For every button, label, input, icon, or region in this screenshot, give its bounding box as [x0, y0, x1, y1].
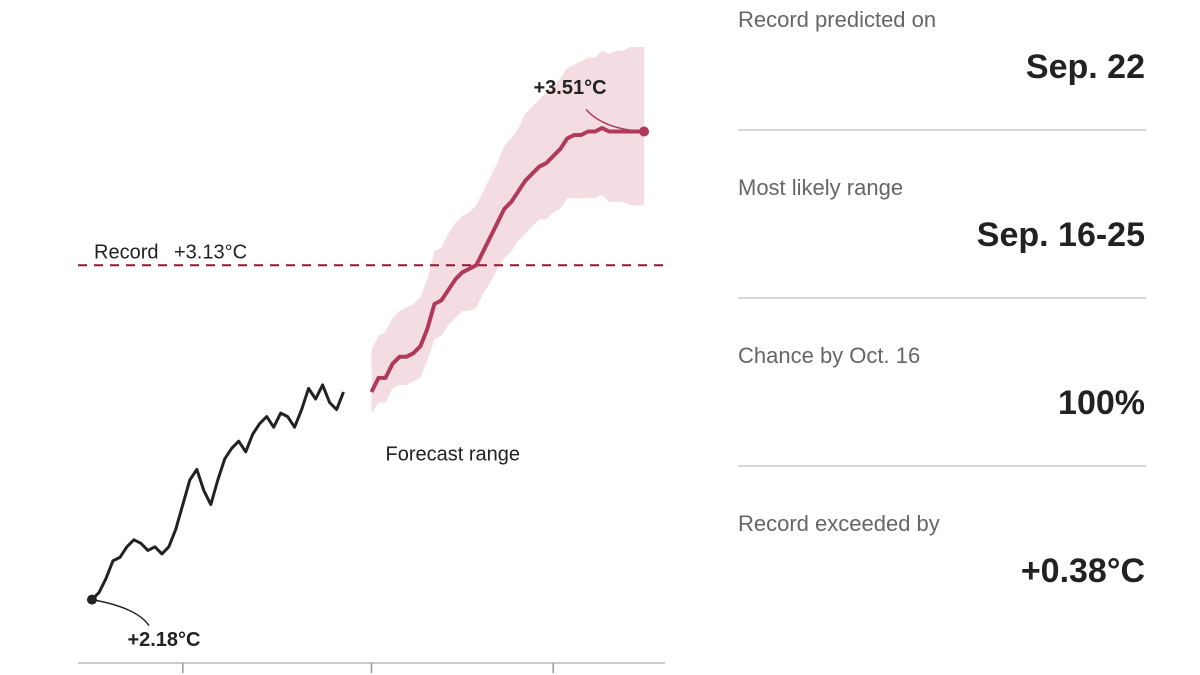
- stat-label: Chance by Oct. 16: [738, 343, 920, 368]
- leader: [585, 108, 645, 133]
- record-label: Record: [94, 242, 158, 264]
- stat-value: Sep. 16-25: [977, 216, 1145, 254]
- series-line: [369, 126, 644, 393]
- stat-value: Sep. 22: [1026, 48, 1145, 86]
- stat-label: Record predicted on: [738, 7, 936, 32]
- stat-value: 100%: [1058, 384, 1145, 422]
- band-label: Forecast range: [386, 443, 521, 465]
- annotation: +2.18°C: [127, 629, 200, 651]
- stat-value: +0.38°C: [1021, 552, 1145, 590]
- leader: [91, 598, 150, 627]
- stat-label: Most likely range: [738, 175, 903, 200]
- annotation: +3.51°C: [534, 77, 607, 99]
- stat-label: Record exceeded by: [738, 511, 940, 536]
- forecast-band: [371, 47, 644, 414]
- record-value-label: +3.13°C: [174, 242, 247, 264]
- series-line: [90, 383, 345, 601]
